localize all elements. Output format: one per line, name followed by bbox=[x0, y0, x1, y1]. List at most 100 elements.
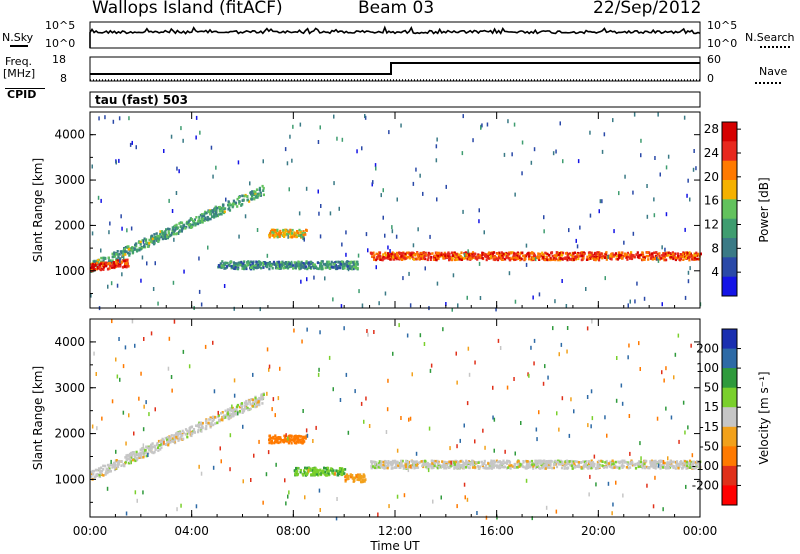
range-time-cell bbox=[449, 446, 451, 451]
range-time-cell bbox=[95, 259, 98, 263]
range-time-cell bbox=[327, 470, 330, 473]
range-time-cell bbox=[232, 261, 235, 264]
range-time-cell bbox=[661, 466, 664, 469]
range-time-cell bbox=[549, 459, 553, 463]
range-time-cell bbox=[289, 434, 292, 437]
range-time-cell bbox=[243, 401, 246, 405]
range-time-cell bbox=[616, 356, 618, 360]
range-time-cell bbox=[271, 231, 274, 234]
range-time-cell bbox=[303, 469, 306, 472]
range-time-cell bbox=[178, 169, 180, 174]
range-time-cell bbox=[134, 459, 137, 463]
range-time-cell bbox=[537, 252, 540, 255]
range-time-cell bbox=[412, 462, 415, 466]
range-time-cell bbox=[527, 252, 530, 255]
range-time-cell bbox=[565, 304, 568, 308]
range-time-cell bbox=[386, 466, 389, 470]
range-time-cell bbox=[646, 483, 648, 488]
range-time-cell bbox=[677, 333, 680, 338]
range-time-cell bbox=[354, 263, 357, 266]
range-time-cell bbox=[598, 258, 601, 262]
range-time-cell bbox=[258, 265, 261, 268]
range-time-cell bbox=[276, 228, 279, 232]
range-time-cell bbox=[587, 462, 591, 465]
range-time-cell bbox=[472, 138, 474, 143]
range-time-cell bbox=[266, 391, 268, 396]
range-time-cell bbox=[692, 460, 695, 464]
range-time-cell bbox=[199, 130, 201, 135]
range-time-cell bbox=[612, 118, 614, 123]
range-time-cell bbox=[532, 465, 535, 468]
range-time-cell bbox=[232, 412, 235, 415]
range-time-cell bbox=[193, 431, 196, 434]
range-time-cell bbox=[244, 407, 247, 410]
range-time-cell bbox=[614, 252, 618, 255]
range-time-cell bbox=[439, 464, 442, 467]
range-time-cell bbox=[543, 215, 545, 220]
range-time-cell bbox=[139, 247, 143, 251]
range-time-cell bbox=[509, 251, 512, 255]
range-time-cell bbox=[580, 258, 583, 262]
range-time-cell bbox=[489, 255, 492, 258]
range-time-cell bbox=[436, 466, 439, 470]
range-time-cell bbox=[590, 466, 593, 470]
range-time-cell bbox=[341, 260, 344, 264]
range-time-cell bbox=[125, 441, 127, 446]
range-time-cell bbox=[262, 393, 265, 396]
range-time-cell bbox=[238, 202, 241, 205]
range-time-cell bbox=[124, 456, 127, 459]
range-time-cell bbox=[664, 258, 667, 262]
range-time-cell bbox=[264, 264, 267, 268]
range-time-cell bbox=[633, 112, 636, 117]
range-time-cell bbox=[449, 465, 452, 468]
range-time-cell bbox=[430, 363, 433, 368]
range-time-cell bbox=[381, 466, 384, 469]
range-time-cell bbox=[259, 191, 262, 195]
range-time-cell bbox=[268, 235, 271, 239]
range-time-cell bbox=[332, 297, 334, 302]
range-time-cell bbox=[287, 494, 289, 499]
range-time-cell bbox=[210, 421, 213, 425]
range-time-cell bbox=[379, 465, 382, 468]
range-time-cell bbox=[535, 427, 538, 432]
range-time-cell bbox=[191, 223, 194, 227]
range-time-cell bbox=[373, 258, 376, 261]
range-time-cell bbox=[243, 267, 246, 271]
range-time-cell bbox=[552, 151, 555, 156]
range-time-cell bbox=[297, 234, 300, 237]
range-time-cell bbox=[110, 459, 112, 464]
range-time-cell bbox=[102, 259, 105, 262]
range-time-cell bbox=[115, 160, 117, 165]
range-time-cell bbox=[478, 208, 480, 213]
range-time-cell bbox=[271, 234, 274, 237]
range-time-cell bbox=[232, 199, 235, 203]
range-time-cell bbox=[267, 450, 270, 455]
range-time-cell bbox=[327, 264, 330, 268]
range-time-cell bbox=[520, 257, 523, 261]
range-time-cell bbox=[233, 408, 236, 411]
range-time-cell bbox=[98, 116, 100, 121]
range-time-cell bbox=[305, 473, 309, 476]
range-time-cell bbox=[427, 466, 430, 470]
range-time-cell bbox=[334, 471, 336, 476]
range-time-cell bbox=[293, 437, 297, 441]
range-time-cell bbox=[278, 231, 281, 235]
range-time-cell bbox=[530, 345, 532, 350]
range-time-cell bbox=[598, 209, 600, 214]
range-time-cell bbox=[145, 445, 148, 449]
range-time-cell bbox=[540, 463, 543, 467]
velocity-panel-frame bbox=[89, 318, 701, 518]
range-time-cell bbox=[554, 459, 557, 463]
range-time-cell bbox=[111, 264, 114, 267]
colorbar-tick-label: 100 bbox=[696, 361, 719, 375]
range-time-cell bbox=[306, 327, 308, 332]
range-time-cell bbox=[100, 256, 103, 260]
range-time-cell bbox=[248, 200, 251, 203]
range-time-cell bbox=[347, 267, 350, 272]
range-time-cell bbox=[232, 414, 235, 417]
range-time-cell bbox=[582, 467, 585, 470]
range-time-cell bbox=[390, 460, 393, 464]
range-time-cell bbox=[665, 251, 668, 255]
range-time-cell bbox=[299, 122, 302, 127]
range-time-cell bbox=[400, 463, 403, 467]
